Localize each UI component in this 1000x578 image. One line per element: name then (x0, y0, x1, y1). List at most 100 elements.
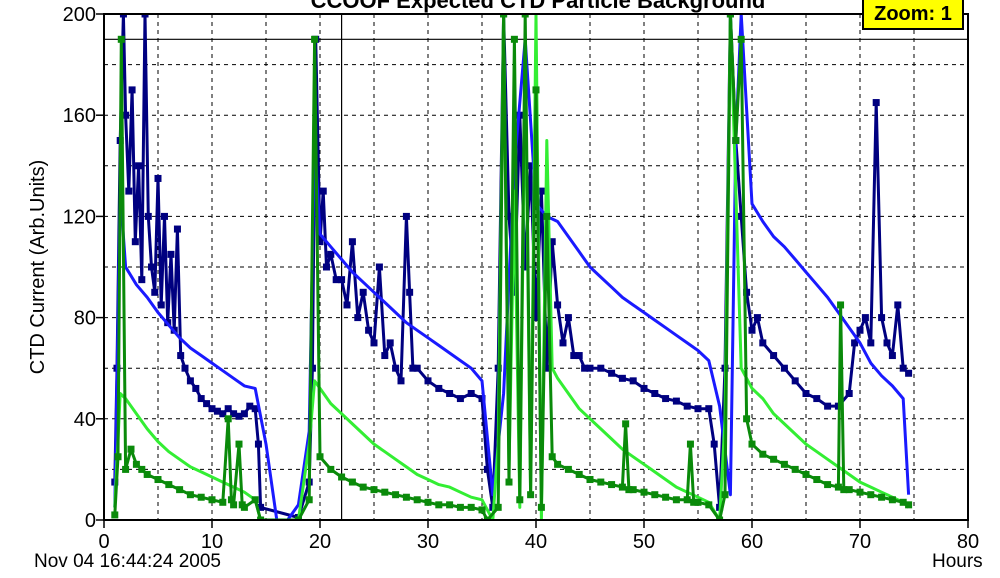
data-point-navy (409, 364, 417, 372)
data-point-green (527, 491, 535, 499)
data-point-navy (894, 301, 902, 309)
data-point-navy (618, 374, 626, 382)
data-point-navy (235, 412, 243, 420)
data-point-navy (608, 369, 616, 377)
data-point-green (114, 453, 122, 461)
data-point-green (132, 460, 140, 468)
data-point-green (235, 440, 243, 448)
data-point-navy (370, 339, 378, 347)
data-point-green (338, 473, 346, 481)
y-tick-label: 200 (63, 4, 96, 26)
data-point-green (532, 86, 540, 94)
data-point-green (165, 481, 173, 489)
data-point-navy (254, 440, 262, 448)
y-tick-label: 80 (74, 308, 96, 330)
data-point-green (721, 491, 729, 499)
x-tick-label: 0 (98, 531, 109, 553)
data-point-navy (759, 339, 767, 347)
data-point-navy (154, 174, 162, 182)
data-point-green (348, 478, 356, 486)
data-point-green (127, 445, 135, 453)
data-point-navy (521, 263, 529, 271)
data-point-green (537, 503, 545, 511)
data-point-navy (348, 238, 356, 246)
y-tick-label: 40 (74, 409, 96, 431)
data-point-green (240, 503, 248, 511)
data-point-navy (386, 339, 394, 347)
data-point-green (230, 501, 238, 509)
data-point-navy (148, 263, 156, 271)
data-point-navy (527, 162, 535, 170)
data-point-navy (888, 352, 896, 360)
data-point-navy (119, 14, 127, 18)
data-point-green (878, 493, 886, 501)
axis-ticks: 0 10 20 30 40 50 60 70 80 0 40 80 120 160 200 (63, 4, 980, 553)
data-point-green (117, 35, 125, 43)
data-point-navy (208, 405, 216, 413)
data-point-green (257, 516, 265, 520)
zoom-badge[interactable]: Zoom: 1 (862, 0, 964, 30)
data-point-navy (173, 225, 181, 233)
data-point-navy (813, 395, 821, 403)
data-point-green (690, 498, 698, 506)
data-point-green (483, 516, 491, 520)
data-point-navy (177, 352, 185, 360)
data-point-navy (397, 377, 405, 385)
data-point-green (622, 420, 630, 428)
data-point-navy (157, 301, 165, 309)
data-point-navy (392, 364, 400, 372)
data-point-green (780, 460, 788, 468)
data-point-navy (780, 364, 788, 372)
series-green (111, 14, 913, 520)
data-point-navy (537, 187, 545, 195)
data-point-green (543, 212, 551, 220)
data-point-green (824, 481, 832, 489)
data-point-green (726, 14, 734, 18)
data-point-navy (203, 400, 211, 408)
data-point-navy (651, 390, 659, 397)
data-point-green (629, 486, 637, 494)
x-tick-label: 30 (417, 531, 439, 553)
data-point-navy (505, 212, 513, 220)
data-point-green (683, 496, 691, 504)
x-unit-label: Hours (932, 551, 983, 572)
x-tick-label: 70 (849, 531, 871, 553)
data-point-navy (160, 212, 168, 220)
data-point-green (888, 496, 896, 504)
data-point-navy (694, 405, 702, 413)
data-point-green (743, 415, 751, 423)
data-point-green (359, 483, 367, 491)
data-point-navy (559, 339, 567, 347)
data-point-green (516, 496, 524, 504)
data-point-green (500, 14, 508, 18)
data-point-navy (743, 288, 751, 296)
data-point-navy (316, 238, 324, 246)
data-point-green (554, 460, 562, 468)
data-point-navy (135, 162, 143, 170)
data-point-green (370, 486, 378, 494)
data-point-navy (197, 395, 205, 403)
data-point-green (625, 486, 633, 494)
x-tick-label: 20 (309, 531, 331, 553)
data-point-green (737, 35, 745, 43)
data-point-green (413, 496, 421, 504)
series-group (111, 14, 913, 520)
x-tick-label: 60 (741, 531, 763, 553)
data-point-navy (343, 301, 351, 309)
data-point-green (732, 137, 740, 144)
data-point-green (575, 470, 583, 478)
data-point-green (143, 470, 151, 478)
data-point-navy (824, 402, 832, 410)
data-point-navy (192, 384, 200, 392)
data-point-navy (705, 405, 713, 413)
data-point-green (802, 470, 810, 478)
data-point-navy (381, 352, 389, 360)
data-point-green (176, 486, 184, 494)
data-point-green (197, 493, 205, 501)
data-point-navy (856, 326, 864, 334)
data-point-green (813, 476, 821, 484)
data-point-navy (131, 238, 139, 246)
data-point-navy (365, 326, 373, 334)
grid-lines (104, 14, 968, 520)
data-point-navy (548, 238, 556, 246)
